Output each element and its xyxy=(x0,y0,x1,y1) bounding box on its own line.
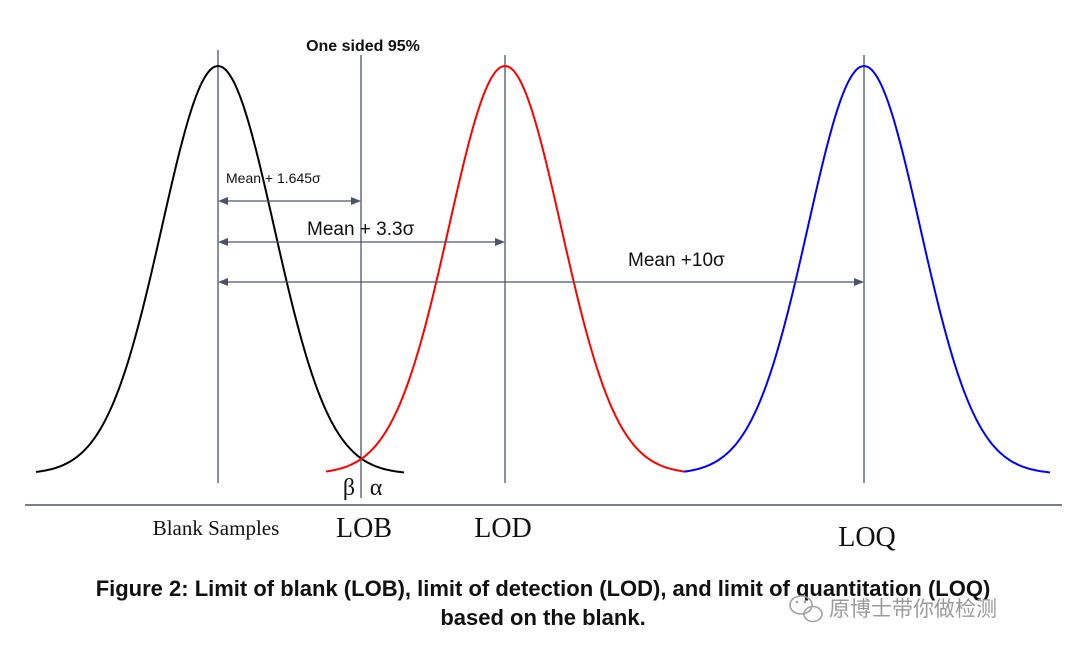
loq-label: LOQ xyxy=(838,522,896,553)
lob-label: LOB xyxy=(336,513,392,544)
lod-label: LOD xyxy=(474,513,532,544)
alpha-label: α xyxy=(370,475,383,501)
lod-arrow xyxy=(218,238,505,246)
loq-arrow-label: Mean +10σ xyxy=(628,250,725,271)
blank-samples-label: Blank Samples xyxy=(153,516,280,540)
figure-caption-line2: based on the blank. xyxy=(440,605,645,630)
figure-caption-line1: Figure 2: Limit of blank (LOB), limit of… xyxy=(96,576,991,601)
loq-distribution-curve xyxy=(683,64,1051,474)
wechat-icon xyxy=(789,595,823,623)
beta-label: β xyxy=(343,475,355,501)
one-sided-label: One sided 95% xyxy=(306,38,420,55)
watermark-text: 原博士带你做检测 xyxy=(829,597,997,621)
watermark: 原博士带你做检测 xyxy=(789,595,997,623)
lob-arrow xyxy=(218,197,361,205)
lod-distribution-curve xyxy=(325,65,685,473)
lod-arrow-label: Mean + 3.3σ xyxy=(307,219,415,240)
loq-arrow xyxy=(218,278,864,286)
lob-arrow-label: Mean + 1.645σ xyxy=(226,170,321,186)
blank-distribution-curve xyxy=(35,64,405,474)
